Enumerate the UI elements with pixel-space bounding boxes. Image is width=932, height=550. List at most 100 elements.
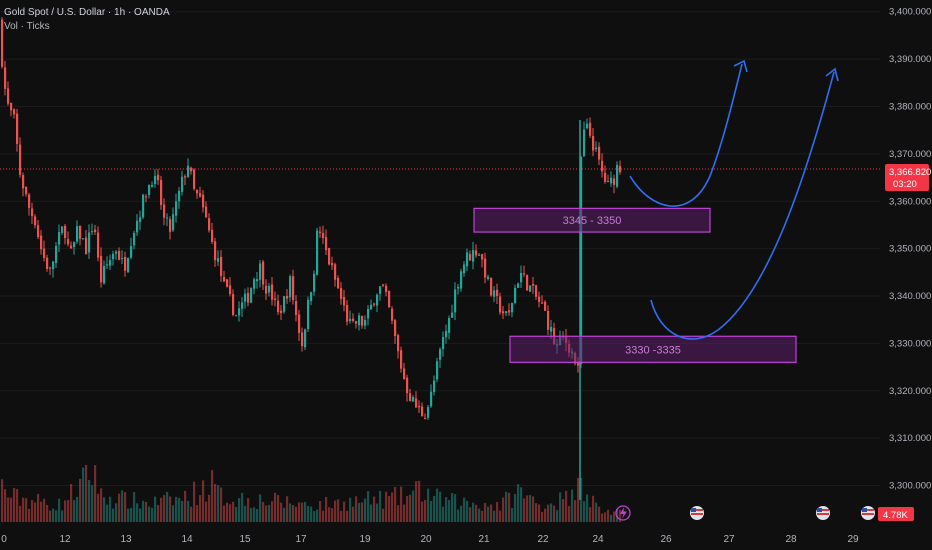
volume-bar: [61, 510, 64, 522]
candle-body: [172, 214, 175, 231]
volume-bar: [574, 500, 577, 522]
candle-body: [409, 393, 412, 402]
candle-body: [490, 277, 493, 296]
volume-bar: [106, 504, 109, 522]
candle-body: [550, 327, 553, 332]
symbol-title[interactable]: Gold Spot / U.S. Dollar · 1h · OANDA: [4, 7, 170, 18]
volume-bar: [586, 494, 589, 522]
volume-bar: [424, 500, 427, 522]
volume-bar: [301, 502, 304, 522]
volume-bar: [298, 502, 301, 522]
volume-bar: [415, 481, 418, 522]
support-zone[interactable]: 3345 - 3350: [473, 207, 711, 233]
candle-body: [181, 176, 184, 192]
price-axis[interactable]: 3,300.000 3,310.000 3,320.000 3,330.000 3,34…: [889, 7, 931, 492]
candle-body: [163, 204, 166, 218]
bar-countdown: 03:20: [893, 179, 917, 190]
candle-body: [388, 290, 391, 308]
candle-body: [472, 250, 475, 262]
us-flag-event-icon[interactable]: [690, 506, 704, 520]
candle-body: [262, 261, 265, 285]
candle-body: [484, 258, 487, 278]
candle-body: [31, 208, 34, 217]
volume-bar: [604, 512, 607, 522]
volume-indicator-title[interactable]: Vol · Ticks: [4, 21, 50, 32]
candle-body: [544, 301, 547, 311]
candle-body: [532, 283, 535, 286]
volume-bar: [346, 510, 349, 522]
support-zone[interactable]: 3330 -3335: [509, 335, 797, 363]
volume-bar: [523, 498, 526, 522]
candle-body: [310, 292, 313, 302]
time-tick-label: 22: [537, 534, 549, 545]
zone-box[interactable]: [509, 335, 797, 363]
support-zones[interactable]: 3345 - 3350 3330 -3335: [473, 207, 797, 363]
candle-body: [586, 123, 589, 129]
candle-body: [337, 277, 340, 289]
volume-bar: [520, 487, 523, 522]
candle-body: [613, 178, 616, 185]
volume-bar: [607, 509, 610, 522]
volume-bar: [283, 507, 286, 522]
candle-body: [160, 180, 163, 206]
candle-body: [145, 196, 148, 198]
candle-body: [109, 260, 112, 266]
volume-bar: [508, 492, 511, 522]
candle-body: [115, 251, 118, 254]
volume-bar: [382, 508, 385, 522]
candle-body: [493, 290, 496, 297]
us-flag-event-icon[interactable]: [861, 506, 875, 520]
volume-bar: [400, 486, 403, 522]
volume-bar: [457, 509, 460, 522]
us-flag-event-icon[interactable]: [816, 506, 830, 520]
volume-bar: [319, 501, 322, 522]
volume-bar: [253, 507, 256, 522]
volume-bar: [589, 507, 592, 522]
candle-body: [592, 136, 595, 151]
volume-bar: [472, 502, 475, 522]
volume-bar: [160, 497, 163, 522]
candle-body: [520, 272, 523, 283]
candle-body: [439, 349, 442, 360]
event-markers[interactable]: [615, 505, 875, 521]
candle-body: [199, 193, 202, 197]
volume-bar: [112, 508, 115, 522]
volume-bar: [460, 505, 463, 522]
candle-body: [496, 289, 499, 296]
volume-bar: [448, 499, 451, 522]
volume-bar: [58, 498, 61, 522]
volume-tag: 4.78K: [878, 507, 914, 521]
volume-bar: [103, 497, 106, 522]
zone-box[interactable]: [473, 207, 711, 233]
candle-body: [40, 235, 43, 250]
candle-body: [304, 329, 307, 348]
candle-body: [424, 417, 427, 419]
candle-body: [478, 254, 481, 256]
candle-body: [157, 174, 160, 181]
candle-body: [19, 144, 22, 175]
volume-bar: [226, 502, 229, 522]
volume-bar: [475, 504, 478, 522]
candle-body: [127, 258, 130, 273]
volume-bar: [277, 495, 280, 522]
volume-bar: [532, 496, 535, 522]
volume-bar: [265, 505, 268, 522]
candle-body: [391, 308, 394, 321]
candle-body: [196, 190, 199, 194]
volume-bar: [325, 496, 328, 522]
projection-arrows: [629, 59, 839, 340]
candle-body: [184, 176, 187, 178]
candle-body: [436, 361, 439, 380]
volume-bar: [1, 479, 4, 522]
volume-bar: [451, 493, 454, 522]
volume-bar: [421, 501, 424, 522]
volume-bar: [28, 508, 31, 522]
volume-bar: [436, 488, 439, 522]
time-axis[interactable]: 0 12 13 14 15 17 19 20 21 22 24 26 27 28 29: [1, 534, 859, 545]
volume-bar: [565, 490, 568, 522]
volume-bar: [184, 490, 187, 522]
volume-bar: [406, 495, 409, 522]
lightning-event-icon[interactable]: [615, 505, 631, 521]
candle-body: [58, 232, 61, 245]
